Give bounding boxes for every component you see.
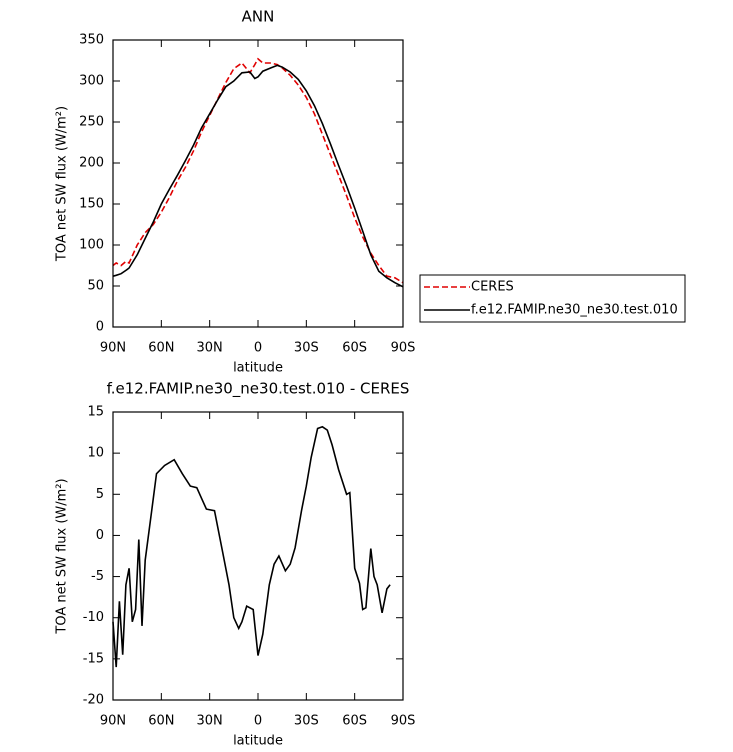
- y-tick-label: -15: [83, 651, 104, 666]
- x-tick-label: 30S: [294, 341, 319, 356]
- x-tick-label: 90N: [100, 714, 126, 729]
- y-tick-label: 100: [79, 238, 104, 253]
- legend-label: CERES: [471, 280, 514, 295]
- y-tick-label: 50: [87, 279, 104, 294]
- y-tick-label: 350: [79, 33, 104, 48]
- x-tick-label: 0: [254, 341, 262, 356]
- chart-title: ANN: [242, 8, 275, 26]
- y-axis-label: TOA net SW flux (W/m²): [55, 106, 70, 262]
- x-tick-label: 90S: [391, 341, 416, 356]
- y-tick-label: 5: [96, 487, 104, 502]
- y-tick-label: -5: [91, 569, 104, 584]
- y-tick-label: 300: [79, 74, 104, 89]
- plot-frame: [112, 411, 404, 701]
- x-tick-label: 60S: [342, 341, 367, 356]
- x-axis-label: latitude: [233, 361, 283, 376]
- y-tick-label: -10: [83, 610, 104, 625]
- y-tick-label: 0: [96, 528, 104, 543]
- y-tick-label: -20: [83, 693, 104, 708]
- legend-box: [419, 274, 686, 323]
- data-line: [112, 425, 391, 668]
- data-line: [112, 57, 404, 284]
- x-tick-label: 60N: [148, 341, 174, 356]
- x-tick-label: 0: [254, 714, 262, 729]
- y-tick-label: 200: [79, 156, 104, 171]
- x-tick-label: 90N: [100, 341, 126, 356]
- data-line: [112, 64, 404, 288]
- y-tick-label: 150: [79, 197, 104, 212]
- y-tick-label: 0: [96, 320, 104, 335]
- x-tick-label: 60S: [342, 714, 367, 729]
- x-tick-label: 90S: [391, 714, 416, 729]
- y-tick-label: 10: [87, 446, 104, 461]
- x-tick-label: 60N: [148, 714, 174, 729]
- y-tick-label: 250: [79, 115, 104, 130]
- y-axis-label: TOA net SW flux (W/m²): [55, 478, 70, 634]
- y-tick-label: 15: [87, 405, 104, 420]
- x-tick-label: 30N: [197, 341, 223, 356]
- plot-frame: [112, 39, 404, 328]
- x-axis-label: latitude: [233, 734, 283, 749]
- chart-title: f.e12.FAMIP.ne30_ne30.test.010 - CERES: [107, 380, 410, 399]
- x-tick-label: 30N: [197, 714, 223, 729]
- x-tick-label: 30S: [294, 714, 319, 729]
- legend-label: f.e12.FAMIP.ne30_ne30.test.010: [471, 303, 678, 318]
